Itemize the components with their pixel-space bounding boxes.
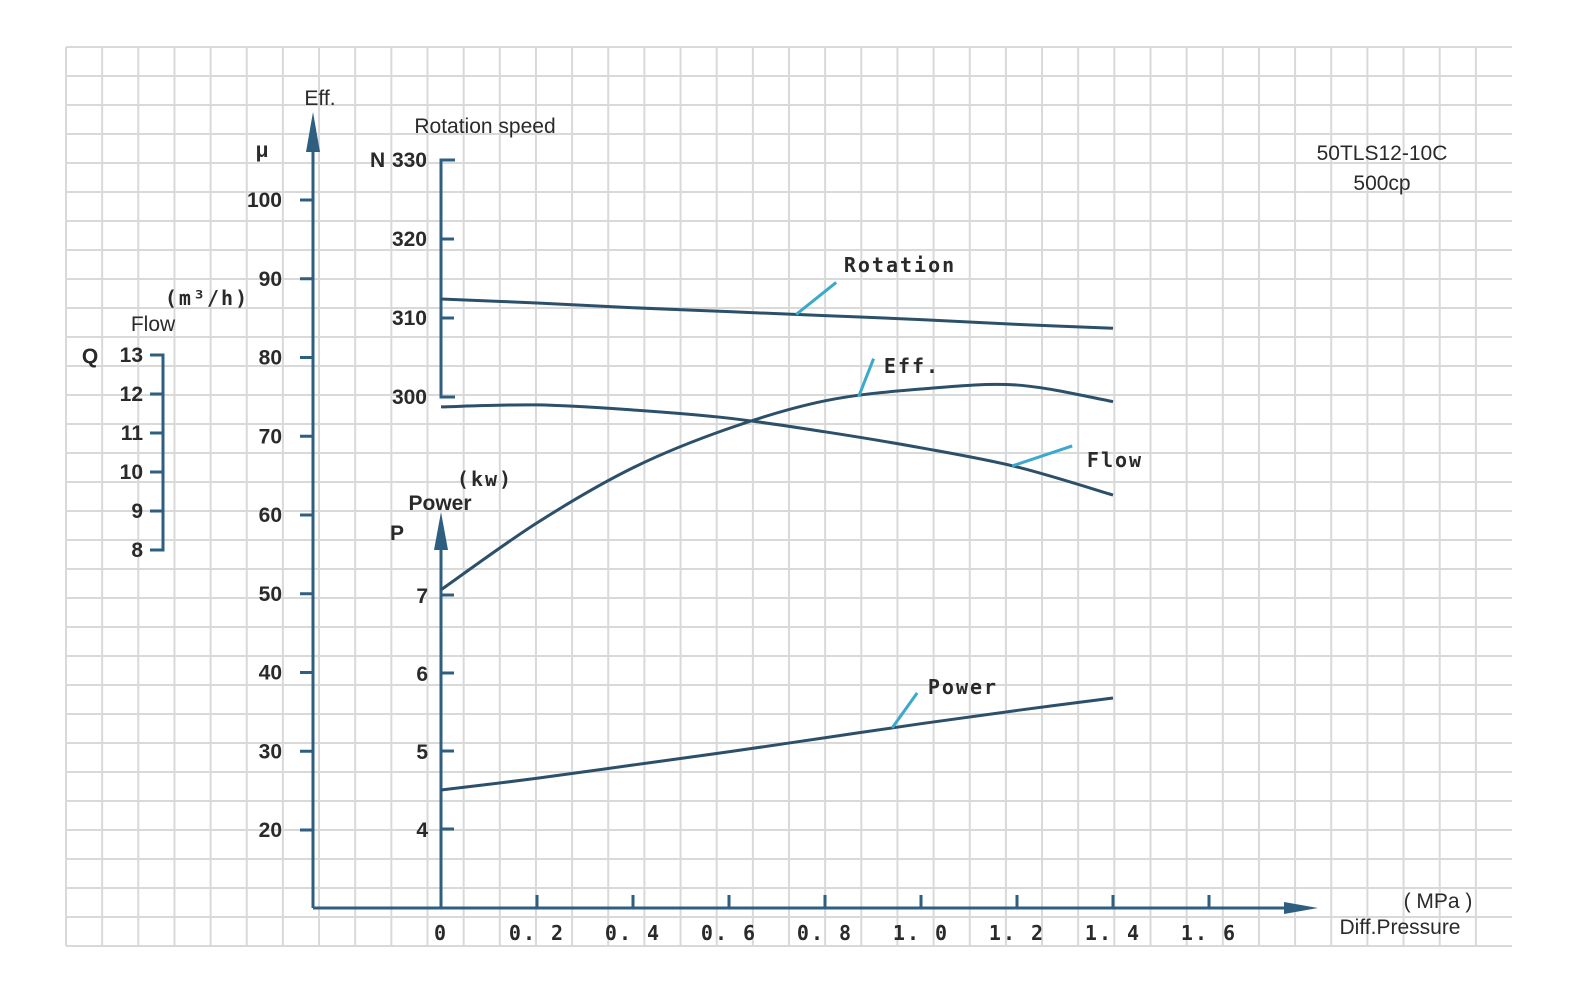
axes	[150, 112, 1318, 914]
eff-tick-label: 80	[259, 347, 282, 370]
x-axis-label: Diff.Pressure	[1340, 916, 1461, 939]
x-tick-label: 0	[434, 921, 448, 945]
series-label: Rotation	[844, 253, 956, 277]
grid	[65, 46, 1512, 947]
series	[440, 281, 1114, 792]
flow-tick-label: 13	[120, 344, 143, 367]
series-leader-line	[857, 358, 875, 398]
rotation-tick-label: 320	[392, 228, 427, 251]
chart-subtitle: 500cp	[1353, 172, 1410, 195]
series-label: Eff.	[884, 354, 940, 378]
eff-axis-arrow-icon	[306, 112, 320, 152]
rotation-tick-label: 300	[392, 386, 427, 409]
series-leader-line	[795, 281, 838, 316]
series-label: Flow	[1087, 448, 1143, 472]
power-tick-label: 6	[416, 663, 428, 686]
series-label: Power	[928, 675, 998, 699]
x-tick-label: 1. 0	[893, 921, 949, 945]
power-tick-label: 7	[416, 585, 428, 608]
eff-tick-label: 90	[259, 268, 282, 291]
flow-tick-label: 11	[121, 422, 144, 445]
eff-tick-label: 40	[259, 662, 282, 685]
series-line-rotation	[440, 297, 1114, 330]
eff-tick-label: 30	[259, 740, 282, 763]
power-axis-arrow-icon	[434, 512, 448, 550]
x-tick-label: 1. 4	[1085, 921, 1141, 945]
x-axis-unit: ( MPa )	[1404, 890, 1473, 913]
rotation-tick-label: 310	[392, 307, 427, 330]
eff-tick-label: 20	[259, 819, 282, 842]
series-line-eff	[440, 382, 1114, 592]
eff-tick-label: 100	[247, 189, 282, 212]
power-tick-label: 5	[416, 741, 428, 764]
power-tick-label: 4	[416, 819, 428, 842]
rotation-axis-symbol: N	[370, 149, 385, 172]
flow-tick-label: 8	[131, 539, 143, 562]
flow-tick-label: 9	[131, 500, 143, 523]
x-tick-label: 1. 2	[989, 921, 1045, 945]
series-line-flow	[440, 403, 1114, 497]
power-axis-label: Power	[408, 492, 471, 515]
x-tick-label: 0. 2	[509, 921, 565, 945]
labels: 0 0. 2 0. 4 0. 6 0. 8 1. 0 1. 2 1. 4 1. 6 ( MPa )…	[82, 87, 1473, 945]
eff-tick-label: 60	[259, 504, 282, 527]
chart-title: 50TLS12-10C	[1317, 142, 1448, 165]
flow-tick-label: 12	[120, 383, 143, 406]
x-tick-label: 0. 4	[605, 921, 661, 945]
x-tick-label: 1. 6	[1181, 921, 1237, 945]
flow-axis-symbol: Q	[82, 345, 98, 368]
power-axis-unit: (kw)	[457, 467, 513, 491]
rotation-tick-label: 330	[392, 149, 427, 172]
x-tick-label: 0. 8	[797, 921, 853, 945]
x-tick-label: 0. 6	[701, 921, 757, 945]
flow-axis-unit: (m³/h)	[165, 286, 249, 310]
flow-axis-label: Flow	[131, 313, 176, 336]
eff-axis-symbol: μ	[256, 139, 269, 162]
series-leader-line	[1011, 444, 1073, 468]
eff-tick-label: 70	[259, 425, 282, 448]
flow-tick-label: 10	[120, 461, 143, 484]
series-leader-line	[890, 692, 919, 729]
rotation-axis-label: Rotation speed	[414, 115, 555, 138]
eff-axis-label: Eff.	[304, 87, 335, 110]
series-line-power	[440, 696, 1114, 792]
eff-tick-label: 50	[259, 583, 282, 606]
power-axis-symbol: P	[390, 522, 404, 545]
x-axis-arrow-icon	[1284, 902, 1318, 914]
